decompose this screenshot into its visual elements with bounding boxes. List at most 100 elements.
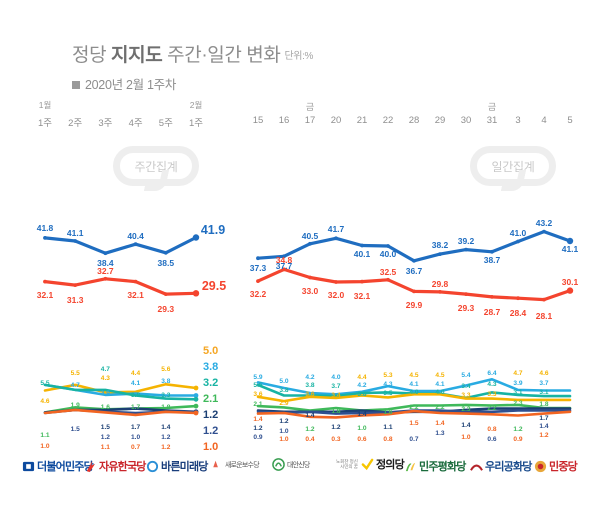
value-daily-minor-8-0: 5.4 <box>461 372 471 379</box>
value-daily-minor-2-4: 1.2 <box>305 426 315 433</box>
point-daily-1-0 <box>256 279 260 283</box>
value-daily-minor-11-4: 1.7 <box>539 415 549 422</box>
value-daily-minor-9-3: 2.2 <box>487 405 497 412</box>
value-daily-minor-0-5: 1.2 <box>253 425 263 432</box>
party-logo-7[interactable]: 우리공화당 <box>470 458 532 474</box>
value-daily-liberty-0: 32.2 <box>249 289 267 300</box>
value-daily-minor-4-5: 0.6 <box>357 436 367 443</box>
leaf-green-icon <box>405 462 416 471</box>
party-logo-6[interactable]: 민주평화당 <box>404 458 466 474</box>
value-daily-minor-8-2: 3.3 <box>461 392 471 399</box>
value-daily-minor-2-5: 0.4 <box>305 436 315 443</box>
axis-tick: 3 <box>515 115 521 126</box>
point-daily-0-5 <box>386 244 390 248</box>
value-weekly-liberty-5: 29.5 <box>201 279 227 294</box>
party-mark <box>22 460 35 473</box>
party-logo-3[interactable]: 새로운보수당 <box>210 458 260 471</box>
point-weekly-1-5 <box>193 290 199 297</box>
value-daily-minor-0-1: 5.5 <box>253 382 263 389</box>
value-weekly-minor-final-5: 1.2 <box>203 425 219 437</box>
value-daily-minor-6-3: 2.2 <box>409 404 419 411</box>
value-daily-liberty-4: 32.1 <box>353 290 371 301</box>
bullet-square-icon <box>72 81 80 89</box>
value-weekly-democratic-3: 40.4 <box>127 231 144 242</box>
party-name: 정의당 <box>375 459 405 471</box>
point-weekly-0-3 <box>133 242 138 247</box>
value-daily-minor-7-3: 2.2 <box>435 404 445 411</box>
value-daily-minor-2-1: 3.8 <box>305 382 315 389</box>
point-weekly-0-2 <box>103 251 108 256</box>
value-daily-minor-6-1: 4.1 <box>409 381 419 388</box>
value-daily-democratic-2: 40.5 <box>301 230 319 241</box>
party-logo-2[interactable]: 바른미래당 <box>146 458 208 474</box>
party-logo-4[interactable]: 대안신당 <box>272 458 310 471</box>
value-daily-minor-1-0: 5.0 <box>279 378 289 385</box>
header: 정당 지지도 주간·일간 변화 단위:% 2020년 2월 1주차 <box>72 40 313 93</box>
party-mark <box>361 458 374 471</box>
value-weekly-minor-final-6: 1.0 <box>203 441 219 453</box>
party-logo-8[interactable]: 민중당 <box>534 458 578 474</box>
watermark-weekly: 주간집계 <box>113 146 199 186</box>
point-daily-0-9 <box>490 249 494 254</box>
value-daily-minor-4-2: 3.8 <box>357 391 367 398</box>
party-name: 민주평화당 <box>419 461 466 473</box>
value-daily-democratic-7: 38.2 <box>431 240 449 251</box>
value-daily-minor-3-4: 1.2 <box>331 424 341 431</box>
value-weekly-minor-0-2: 1.1 <box>40 432 50 439</box>
value-daily-minor-0-3: 2.1 <box>253 401 263 408</box>
value-daily-liberty-9: 28.7 <box>483 306 501 317</box>
value-daily-minor-1-3: 1.2 <box>279 418 289 425</box>
page-title: 정당 지지도 주간·일간 변화 단위:% <box>72 40 313 67</box>
party-mark <box>404 460 417 473</box>
value-weekly-minor-4-6: 1.2 <box>161 444 171 451</box>
value-daily-minor-4-4: 1.0 <box>357 425 367 432</box>
title-prefix: 정당 <box>72 45 112 66</box>
party-logo-0[interactable]: 더불어민주당 <box>22 458 94 474</box>
party-logo-1[interactable]: 자유한국당 <box>84 458 146 474</box>
value-daily-minor-6-2: 4.0 <box>409 389 419 396</box>
value-daily-minor-6-5: 0.7 <box>409 436 419 443</box>
point-daily-0-10 <box>516 239 520 244</box>
point-daily-1-8 <box>464 292 468 296</box>
point-weekly-1-0 <box>43 279 47 284</box>
line-weekly_minor-0 <box>43 382 198 394</box>
endpoint-weekly_minor-3 <box>193 403 199 409</box>
value-daily-minor-11-1: 3.7 <box>539 380 549 387</box>
endpoint-weekly_minor-5 <box>193 409 199 415</box>
party-logo-5[interactable]: 노회찬 정신 시민의 꿈 정의당 <box>336 456 405 472</box>
value-daily-minor-10-5: 0.9 <box>513 436 523 443</box>
party-logo-subtext: 노회찬 정신 시민의 꿈 <box>336 458 358 469</box>
axis-tick: 1주 <box>188 118 204 129</box>
point-daily-1-11 <box>542 297 546 302</box>
value-daily-minor-5-0: 5.3 <box>383 372 393 379</box>
party-mark <box>146 460 159 473</box>
value-weekly-minor-3-1: 4.1 <box>131 380 141 387</box>
value-weekly-minor-3-4: 1.7 <box>131 424 141 431</box>
party-logo-strip: 더불어민주당 자유한국당 바른미래당 새로운보수당 대안신당 노회찬 정신 시민의 꿈 정의당… <box>0 452 600 492</box>
value-daily-minor-11-3: 1.8 <box>539 401 549 408</box>
value-daily-minor-4-0: 4.4 <box>357 374 367 381</box>
point-daily-0-7 <box>438 252 442 256</box>
value-daily-minor-0-4: 1.4 <box>253 416 263 423</box>
value-weekly-minor-3-0: 4.4 <box>131 370 141 377</box>
value-daily-minor-7-5: 1.3 <box>435 430 445 437</box>
value-daily-democratic-1: 37.7 <box>275 261 293 272</box>
value-weekly-minor-2-3: 1.6 <box>100 404 110 411</box>
value-weekly-minor-0-3: 1.0 <box>40 443 50 450</box>
value-daily-minor-7-2: 4.0 <box>435 389 445 396</box>
party-name: 새로운보수당 <box>225 461 260 469</box>
value-weekly-minor-4-0: 5.6 <box>161 366 171 373</box>
value-weekly-minor-4-5: 1.2 <box>161 434 171 441</box>
value-daily-minor-9-0: 6.4 <box>487 370 497 377</box>
axis-friday-label: 금 <box>305 102 315 112</box>
endpoint-weekly-0 <box>192 234 200 241</box>
value-weekly-minor-4-4: 1.4 <box>161 424 171 431</box>
axis-tick: 1주 <box>37 118 53 129</box>
value-weekly-minor-final-0: 5.0 <box>203 345 219 357</box>
axis-tick: 4주 <box>128 118 143 129</box>
value-daily-minor-9-4: 0.8 <box>487 426 497 433</box>
title-unit: 단위:% <box>284 51 313 62</box>
value-daily-minor-1-1: 3.8 <box>279 387 289 394</box>
value-daily-minor-11-0: 4.6 <box>539 370 549 377</box>
